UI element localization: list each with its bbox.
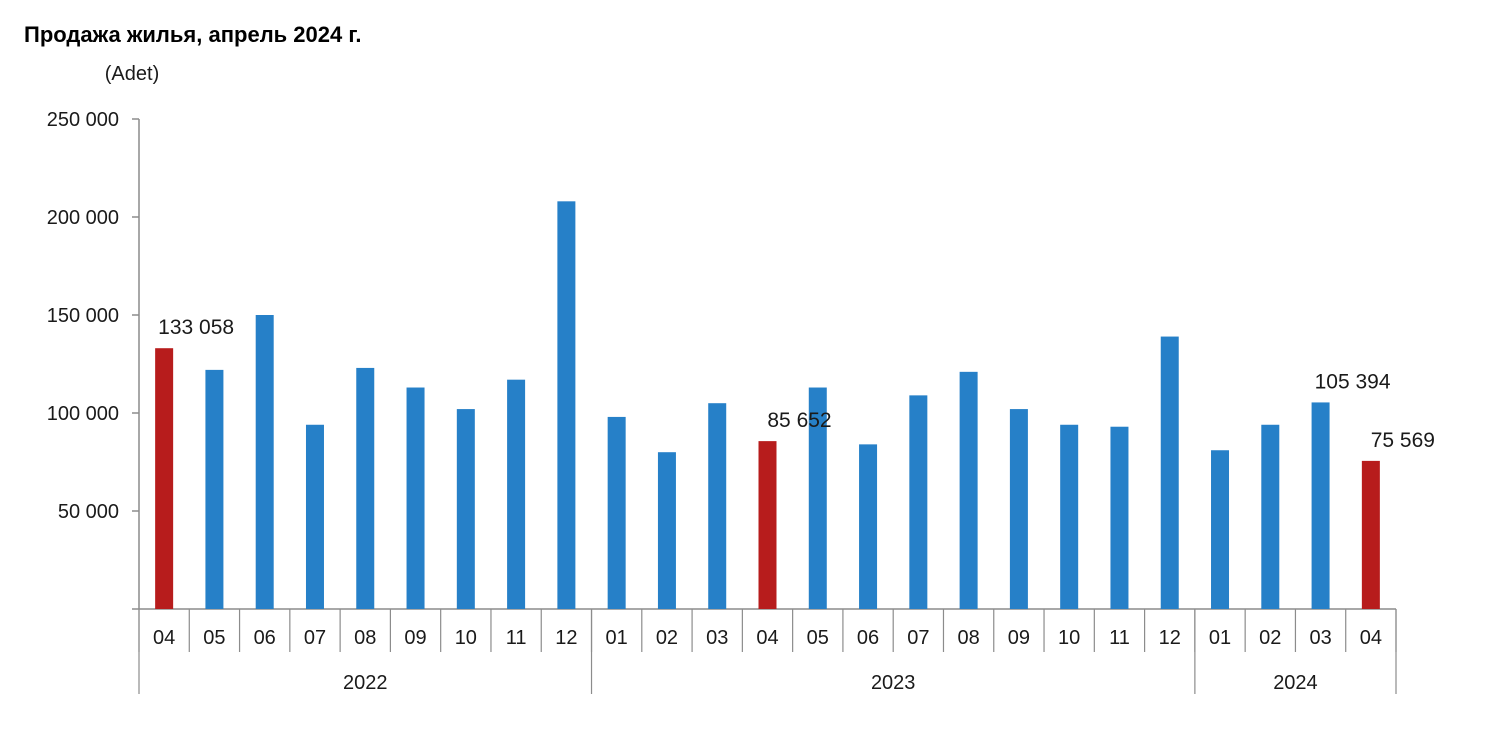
year-group-label: 2023: [871, 672, 916, 694]
bar: [205, 369, 224, 609]
chart-title: Продажа жилья, апрель 2024 г.: [24, 22, 362, 47]
x-tick-label: 08: [957, 627, 979, 649]
x-tick-label: 10: [1058, 627, 1080, 649]
data-label: 75 569: [1371, 429, 1435, 452]
bar: [859, 444, 878, 609]
bar: [1211, 450, 1230, 609]
bar: [557, 201, 576, 609]
bar: [406, 387, 425, 609]
bar: [657, 452, 676, 609]
x-tick-label: 01: [606, 627, 628, 649]
x-tick-label: 07: [304, 627, 326, 649]
x-tick-label: 06: [254, 627, 276, 649]
x-tick-label: 09: [1008, 627, 1030, 649]
x-tick-label: 02: [656, 627, 678, 649]
bar: [1009, 409, 1028, 609]
x-tick-label: 05: [203, 627, 225, 649]
data-labels: 133 058 85 652 105 394 75 569: [158, 316, 1435, 452]
x-tick-label: 11: [506, 627, 527, 649]
bar: [1261, 424, 1280, 609]
y-tick-label: 50 000: [58, 501, 119, 523]
highlighted-bar: [758, 441, 777, 609]
x-tick-label: 04: [1360, 627, 1382, 649]
x-tick-label: 03: [1309, 627, 1331, 649]
x-tick-label: 01: [1209, 627, 1231, 649]
bar: [456, 409, 475, 609]
highlighted-bar: [155, 348, 174, 609]
year-group-label: 2022: [343, 672, 388, 694]
x-tick-label: 06: [857, 627, 879, 649]
bar: [255, 315, 274, 609]
bar: [305, 424, 324, 609]
unit-label: (Adet): [105, 63, 159, 85]
y-tick-label: 250 000: [47, 109, 119, 131]
bar: [1110, 426, 1129, 609]
data-label: 85 652: [767, 409, 831, 432]
bar: [909, 395, 928, 609]
data-label: 105 394: [1315, 370, 1391, 393]
x-tick-label: 05: [807, 627, 829, 649]
x-tick-label: 09: [404, 627, 426, 649]
highlighted-bar: [1361, 460, 1380, 609]
bar: [808, 387, 827, 609]
y-tick-label: 100 000: [47, 403, 119, 425]
bar: [356, 367, 375, 609]
bar: [607, 416, 626, 609]
x-tick-label: 02: [1259, 627, 1281, 649]
x-tick-label: 07: [907, 627, 929, 649]
bar: [959, 371, 978, 609]
bar: [1060, 424, 1079, 609]
y-tick-label: 200 000: [47, 207, 119, 229]
x-tick-label: 03: [706, 627, 728, 649]
x-tick-label: 10: [455, 627, 477, 649]
x-tick-label: 12: [555, 627, 577, 649]
bars: [155, 201, 1380, 609]
x-tick-label: 08: [354, 627, 376, 649]
bar: [1160, 336, 1179, 609]
x-tick-label: 04: [756, 627, 778, 649]
x-tick-label: 12: [1159, 627, 1181, 649]
data-label: 133 058: [158, 316, 234, 339]
x-tick-label: 04: [153, 627, 175, 649]
y-tick-label: 150 000: [47, 305, 119, 327]
bar: [708, 403, 727, 609]
bar: [507, 379, 526, 609]
x-tick-label: 11: [1109, 627, 1130, 649]
bar: [1311, 402, 1330, 609]
year-group-label: 2024: [1273, 672, 1318, 694]
